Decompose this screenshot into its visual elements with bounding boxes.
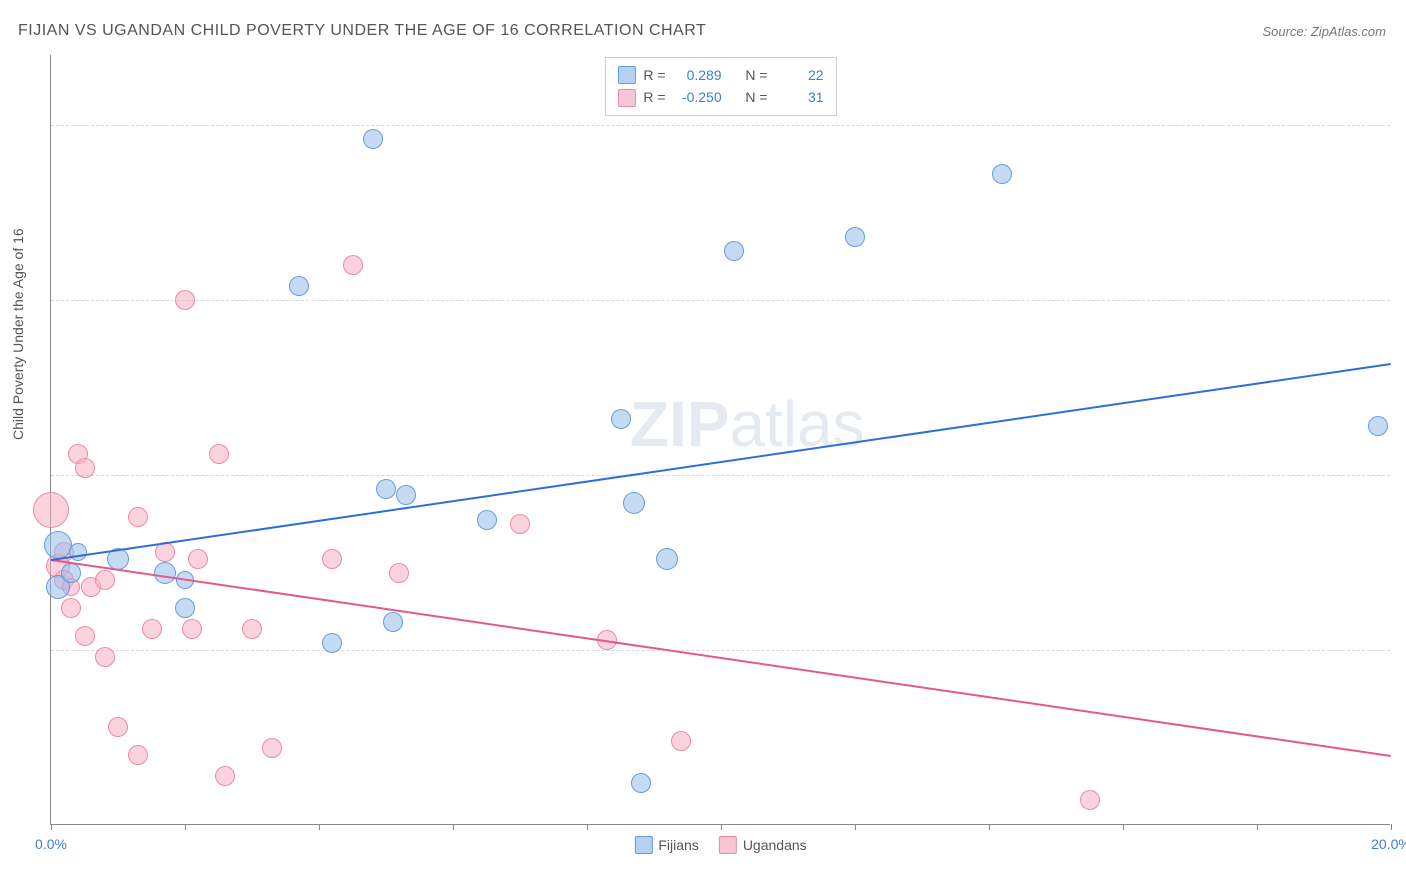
data-point [95, 647, 115, 667]
data-point [992, 164, 1012, 184]
n-value-fijians: 22 [776, 64, 824, 86]
x-tick [989, 824, 990, 830]
data-point [289, 276, 309, 296]
data-point [61, 563, 81, 583]
data-point [396, 485, 416, 505]
legend-row-fijians: R = 0.289 N = 22 [617, 64, 823, 86]
legend-label-ugandans: Ugandans [743, 837, 807, 853]
data-point [363, 129, 383, 149]
gridline-h: 12.5% [51, 650, 1390, 651]
swatch-ugandans-icon [719, 836, 737, 854]
source-name: ZipAtlas.com [1311, 24, 1386, 39]
data-point [182, 619, 202, 639]
source-label: Source: ZipAtlas.com [1262, 24, 1386, 39]
legend-correlation: R = 0.289 N = 22 R = -0.250 N = 31 [604, 57, 836, 116]
data-point [128, 745, 148, 765]
gridline-h: 25.0% [51, 475, 1390, 476]
plot-area: ZIPatlas R = 0.289 N = 22 R = -0.250 N =… [50, 55, 1390, 825]
n-label: N = [745, 64, 767, 86]
x-tick [587, 824, 588, 830]
gridline-h: 50.0% [51, 125, 1390, 126]
x-tick [185, 824, 186, 830]
legend-row-ugandans: R = -0.250 N = 31 [617, 86, 823, 108]
source-prefix: Source: [1262, 24, 1310, 39]
data-point [44, 531, 72, 559]
r-label: R = [643, 64, 665, 86]
watermark: ZIPatlas [630, 387, 865, 461]
x-tick [1391, 824, 1392, 830]
legend-label-fijians: Fijians [658, 837, 698, 853]
data-point [671, 731, 691, 751]
data-point [209, 444, 229, 464]
data-point [108, 717, 128, 737]
legend-item-ugandans: Ugandans [719, 836, 807, 854]
x-tick [319, 824, 320, 830]
data-point [154, 562, 176, 584]
swatch-ugandans-icon [617, 89, 635, 107]
trend-line [51, 559, 1391, 757]
r-value-ugandans: -0.250 [674, 86, 722, 108]
x-tick [51, 824, 52, 830]
data-point [242, 619, 262, 639]
x-tick-label: 20.0% [1371, 836, 1406, 852]
r-label: R = [643, 86, 665, 108]
data-point [623, 492, 645, 514]
legend-item-fijians: Fijians [634, 836, 698, 854]
y-axis-label: Child Poverty Under the Age of 16 [10, 228, 26, 440]
swatch-fijians-icon [617, 66, 635, 84]
data-point [1368, 416, 1388, 436]
data-point [69, 543, 87, 561]
data-point [510, 514, 530, 534]
data-point [376, 479, 396, 499]
data-point [128, 507, 148, 527]
data-point [389, 563, 409, 583]
data-point [61, 598, 81, 618]
x-tick [855, 824, 856, 830]
x-tick [1123, 824, 1124, 830]
chart-title: FIJIAN VS UGANDAN CHILD POVERTY UNDER TH… [18, 22, 706, 40]
r-value-fijians: 0.289 [674, 64, 722, 86]
data-point [383, 612, 403, 632]
x-tick [721, 824, 722, 830]
data-point [175, 598, 195, 618]
data-point [142, 619, 162, 639]
data-point [1080, 790, 1100, 810]
data-point [188, 549, 208, 569]
data-point [75, 458, 95, 478]
data-point [611, 409, 631, 429]
x-tick [1257, 824, 1258, 830]
data-point [343, 255, 363, 275]
data-point [845, 227, 865, 247]
data-point [95, 570, 115, 590]
n-value-ugandans: 31 [776, 86, 824, 108]
legend-series: Fijians Ugandans [634, 836, 806, 854]
trend-line [51, 363, 1391, 561]
data-point [175, 290, 195, 310]
x-tick [453, 824, 454, 830]
data-point [724, 241, 744, 261]
gridline-h: 37.5% [51, 300, 1390, 301]
data-point [631, 773, 651, 793]
data-point [215, 766, 235, 786]
data-point [477, 510, 497, 530]
data-point [322, 549, 342, 569]
watermark-bold: ZIP [630, 388, 730, 460]
swatch-fijians-icon [634, 836, 652, 854]
data-point [656, 548, 678, 570]
data-point [262, 738, 282, 758]
data-point [33, 492, 69, 528]
x-tick-label: 0.0% [35, 836, 67, 852]
n-label: N = [745, 86, 767, 108]
data-point [322, 633, 342, 653]
data-point [75, 626, 95, 646]
